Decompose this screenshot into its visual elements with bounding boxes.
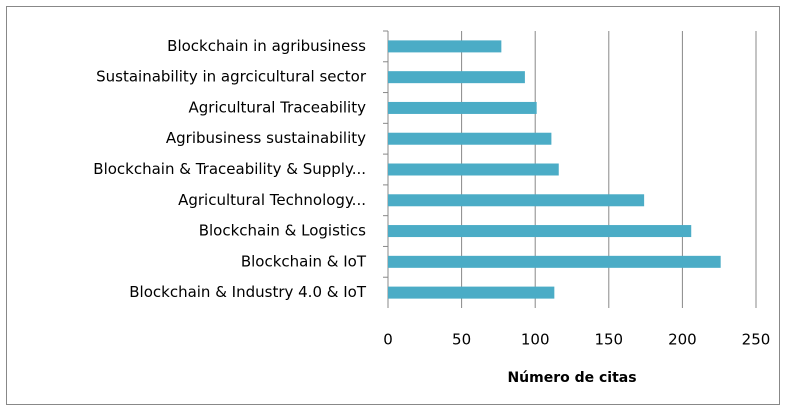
bar: [388, 225, 692, 238]
y-tick-label: Blockchain & Industry 4.0 & IoT: [129, 283, 367, 301]
x-tick-label: 200: [668, 331, 697, 349]
bar: [388, 255, 721, 268]
x-tick-label: 150: [594, 331, 623, 349]
y-tick-label: Blockchain & IoT: [241, 252, 367, 270]
bar: [388, 101, 537, 114]
x-tick-label: 50: [452, 331, 471, 349]
bar: [388, 163, 559, 176]
x-tick-label: 100: [521, 331, 550, 349]
y-tick-label: Agricultural Technology...: [178, 191, 366, 209]
y-tick-label: Agribusiness sustainability: [166, 129, 366, 147]
x-tick-label: 250: [742, 331, 771, 349]
y-tick-label: Blockchain & Logistics: [199, 222, 366, 240]
bar: [388, 40, 502, 53]
bar: [388, 194, 645, 207]
x-tick-label: 0: [383, 331, 393, 349]
bar: [388, 71, 525, 84]
y-tick-label: Sustainability in agrcicultural sector: [96, 68, 367, 86]
y-tick-label: Blockchain & Traceability & Supply...: [93, 160, 366, 178]
bar: [388, 286, 555, 299]
x-axis-label: Número de citas: [507, 370, 636, 386]
y-tick-label: Blockchain in agribusiness: [167, 37, 366, 55]
bar: [388, 132, 552, 145]
y-tick-label: Agricultural Traceability: [189, 98, 367, 116]
